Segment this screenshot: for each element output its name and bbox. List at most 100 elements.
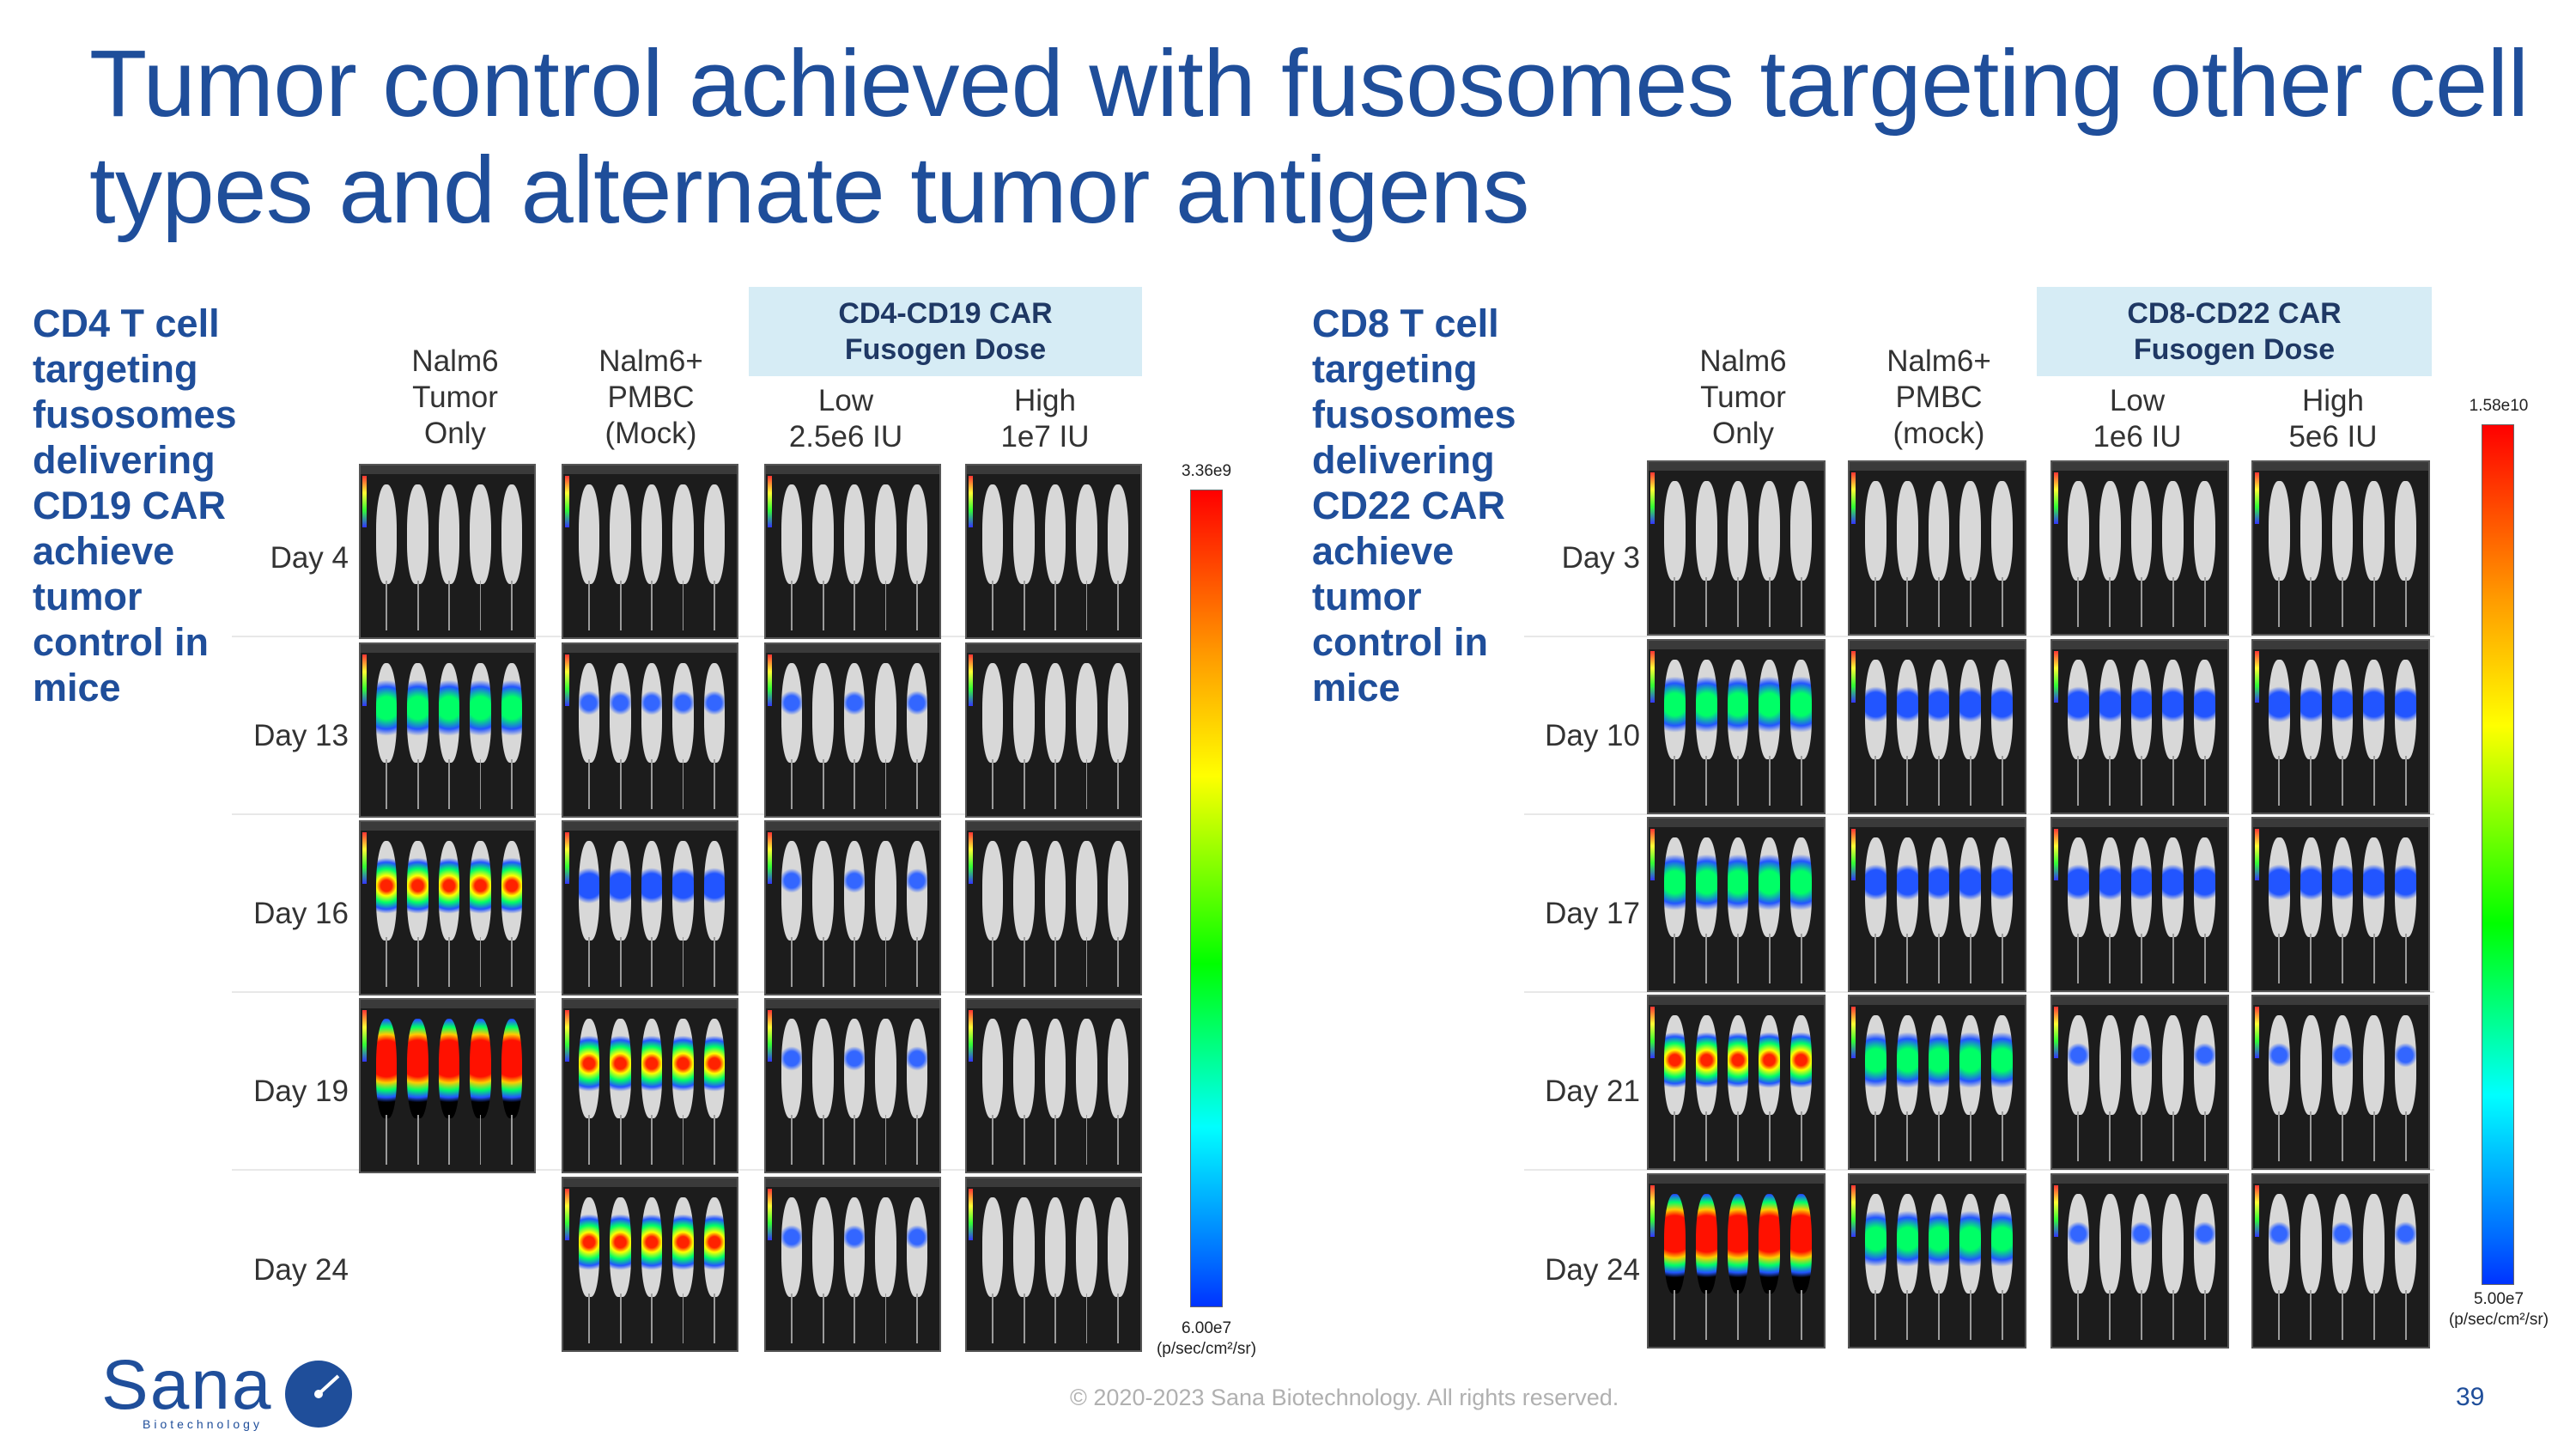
mouse-image [1788, 1194, 1814, 1340]
mouse-image [1788, 837, 1814, 983]
mouse-image [1042, 663, 1068, 809]
right-desc-line: mice [1312, 666, 1400, 709]
mouse-image [1989, 1194, 2015, 1340]
left-desc-line: tumor [33, 575, 143, 618]
mouse-image [436, 484, 462, 630]
mouse-image [1862, 481, 1889, 627]
mouse-image [1756, 1194, 1783, 1340]
mouse-image [1725, 837, 1752, 983]
imaging-panel [2251, 817, 2430, 992]
mouse-image [2266, 1015, 2293, 1161]
mouse-image [607, 841, 633, 987]
mouse-image [2298, 837, 2324, 983]
mouse-image [872, 1019, 898, 1165]
mouse-image [2065, 660, 2092, 806]
mouse-image [607, 1019, 633, 1165]
mouse-image [1011, 1019, 1036, 1165]
left-col-header-2: Nalm6+ PMBC (Mock) [598, 344, 703, 450]
mouse-image [1926, 1194, 1953, 1340]
mouse-image [1693, 660, 1720, 806]
mouse-image [1862, 1194, 1889, 1340]
mouse-image [639, 1019, 665, 1165]
mouse-image [2097, 1015, 2123, 1161]
mouse-image [1662, 1194, 1688, 1340]
mouse-image [2160, 481, 2186, 627]
mouse-image [1862, 837, 1889, 983]
mouse-image [779, 1197, 805, 1343]
mouse-image [2360, 1194, 2387, 1340]
mouse-image [702, 663, 727, 809]
mouse-image [1725, 481, 1752, 627]
imaging-panel [2050, 995, 2229, 1170]
mouse-image [779, 663, 805, 809]
imaging-panel [2050, 817, 2229, 992]
mouse-image [499, 1019, 525, 1165]
mouse-image [779, 1019, 805, 1165]
imaging-panel [1848, 995, 2026, 1170]
mouse-image [810, 1197, 835, 1343]
imaging-panel [1848, 1173, 2026, 1349]
right-col-header-2: Nalm6+ PMBC (mock) [1886, 344, 1991, 450]
mouse-image [404, 1019, 430, 1165]
mouse-image [1788, 660, 1814, 806]
right-colorbar-max: 1.58e10 [2469, 397, 2529, 415]
mouse-image [670, 484, 696, 630]
mouse-image [374, 484, 399, 630]
mouse-image [904, 841, 930, 987]
mouse-image [1042, 484, 1068, 630]
mouse-image [841, 841, 867, 987]
mouse-image [374, 1019, 399, 1165]
left-desc-line: CD19 CAR [33, 484, 227, 527]
mouse-image [404, 663, 430, 809]
mouse-image [1989, 1015, 2015, 1161]
mouse-image [2298, 481, 2324, 627]
mouse-image [436, 841, 462, 987]
imaging-panel [2050, 1173, 2229, 1349]
right-desc-line: control in [1312, 620, 1488, 664]
mouse-image [670, 1197, 696, 1343]
mouse-image [374, 841, 399, 987]
mouse-image [576, 663, 602, 809]
imaging-panel [1848, 639, 2026, 814]
mouse-image [1756, 481, 1783, 627]
mouse-image [904, 1197, 930, 1343]
mouse-image [904, 663, 930, 809]
mouse-image [2298, 1015, 2324, 1161]
mouse-image [872, 484, 898, 630]
mouse-image [1894, 1194, 1921, 1340]
mouse-image [639, 484, 665, 630]
mouse-image [2392, 481, 2419, 627]
mouse-image [467, 484, 493, 630]
left-colorbar [1190, 490, 1223, 1307]
imaging-panel [359, 642, 536, 818]
mouse-image [2392, 1015, 2419, 1161]
right-group-header: CD8-CD22 CAR Fusogen Dose [2037, 287, 2432, 376]
mouse-image [607, 663, 633, 809]
left-col-header-4: High 1e7 IU [1000, 384, 1090, 454]
right-colorbar [2482, 424, 2514, 1285]
mouse-image [2330, 1194, 2356, 1340]
mouse-image [499, 841, 525, 987]
mouse-image [1989, 481, 2015, 627]
mouse-image [639, 663, 665, 809]
page-number: 39 [2456, 1383, 2485, 1411]
mouse-image [1957, 481, 1984, 627]
right-desc-line: CD8 T cell [1312, 301, 1499, 345]
mouse-image [499, 663, 525, 809]
left-colorbar-unit: (p/sec/cm²/sr) [1156, 1340, 1257, 1358]
mouse-image [1662, 837, 1688, 983]
left-desc-line: targeting [33, 347, 198, 391]
mouse-image [980, 484, 1005, 630]
mouse-image [2330, 481, 2356, 627]
imaging-panel [562, 642, 738, 818]
mouse-image [2129, 660, 2155, 806]
mouse-image [1011, 1197, 1036, 1343]
mouse-image [1894, 1015, 1921, 1161]
mouse-image [436, 663, 462, 809]
mouse-image [2097, 481, 2123, 627]
mouse-image [2160, 1194, 2186, 1340]
imaging-panel [359, 820, 536, 995]
mouse-image [2129, 837, 2155, 983]
mouse-image [467, 841, 493, 987]
mouse-image [1862, 1015, 1889, 1161]
